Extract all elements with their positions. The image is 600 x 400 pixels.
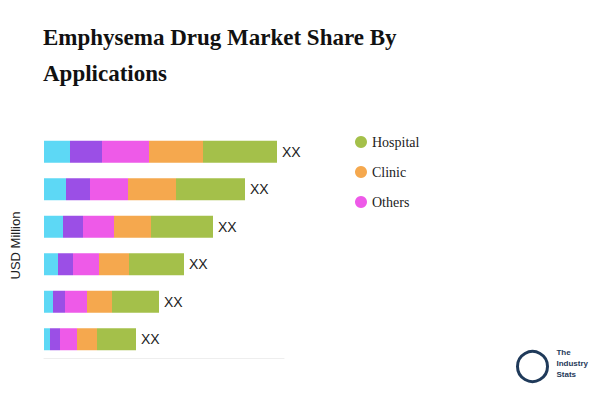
svg-text:XX: XX	[141, 331, 160, 347]
svg-text:Clinic: Clinic	[372, 165, 406, 180]
svg-text:Stats: Stats	[556, 370, 576, 379]
svg-text:XX: XX	[189, 256, 208, 272]
svg-text:Others: Others	[372, 195, 409, 210]
svg-text:Emphysema Drug Market Share By: Emphysema Drug Market Share By	[43, 25, 402, 50]
svg-text:XX: XX	[250, 181, 269, 197]
svg-text:Industry: Industry	[556, 359, 588, 368]
svg-text:Applications: Applications	[43, 61, 167, 86]
svg-text:Hospital: Hospital	[372, 135, 420, 150]
svg-text:XX: XX	[164, 294, 183, 310]
svg-text:XX: XX	[282, 144, 301, 160]
svg-text:The: The	[556, 348, 571, 357]
svg-text:USD Million: USD Million	[8, 212, 23, 280]
svg-text:XX: XX	[218, 219, 237, 235]
